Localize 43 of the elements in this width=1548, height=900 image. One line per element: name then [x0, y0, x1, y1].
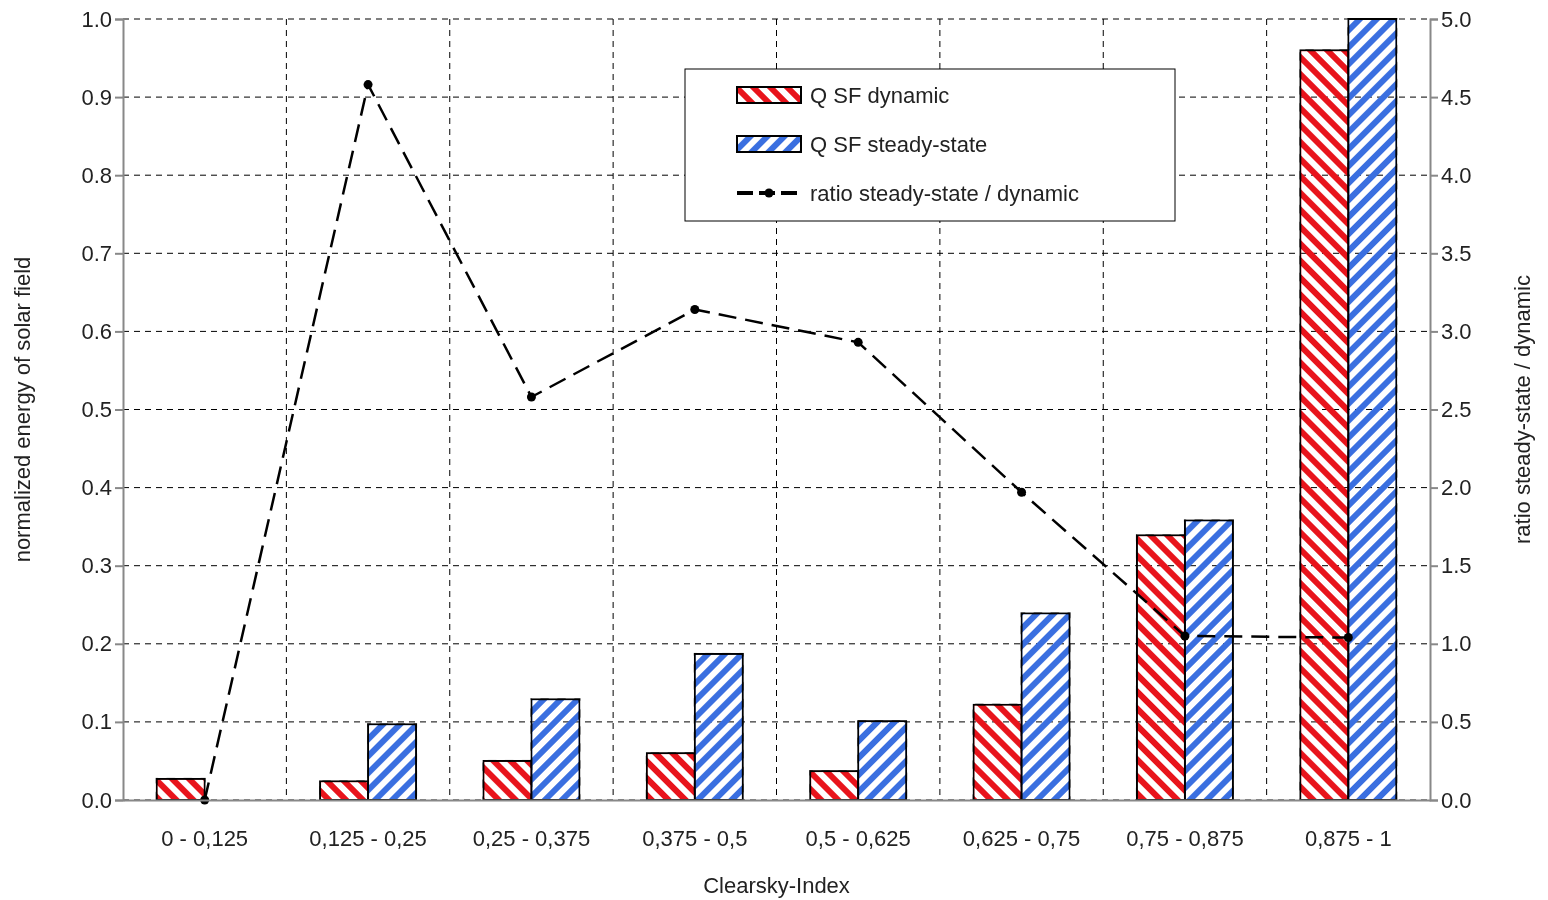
x-tick-label: 0,75 - 0,875: [1126, 825, 1244, 851]
x-tick-label: 0,125 - 0,25: [309, 825, 427, 851]
y-tick-label: 0.2: [81, 631, 112, 657]
point: [1017, 487, 1027, 497]
y2-tick-label: 3.0: [1441, 318, 1472, 344]
point: [1343, 633, 1353, 643]
y2-axis-title: ratio steady-state / dynamic: [1510, 274, 1535, 545]
x-tick-label: 0,875 - 1: [1304, 825, 1392, 851]
y-axis-title: normalized energy of solar field: [10, 256, 35, 563]
x-tick-label: 0,375 - 0,5: [642, 825, 748, 851]
y2-tick-label: 4.0: [1441, 162, 1472, 188]
y-tick-label: 0.5: [81, 397, 112, 423]
point: [1180, 631, 1190, 641]
legend-label: Q SF steady-state: [810, 132, 988, 157]
y-tick-label: 0.8: [81, 162, 112, 188]
y2-tick-label: 4.5: [1441, 84, 1472, 110]
x-axis-title: Clearsky-Index: [703, 873, 850, 898]
y-tick-label: 0.4: [81, 475, 112, 501]
y2-tick-label: 0.5: [1441, 709, 1472, 735]
y2-tick-label: 3.5: [1441, 240, 1472, 266]
legend-label: Q SF dynamic: [810, 83, 950, 108]
y-tick-label: 0.1: [81, 709, 112, 735]
point: [526, 392, 536, 402]
y-tick-label: 0.7: [81, 240, 112, 266]
y2-tick-label: 1.5: [1441, 553, 1472, 579]
x-tick-label: 0,625 - 0,75: [962, 825, 1081, 851]
x-tick-label: 0 - 0,125: [161, 825, 249, 851]
y-tick-label: 0.0: [81, 787, 112, 813]
point: [363, 80, 373, 90]
point: [853, 337, 863, 347]
legend-label: ratio steady-state / dynamic: [810, 181, 1080, 206]
y2-tick-label: 0.0: [1441, 787, 1472, 813]
x-tick-label: 0,25 - 0,375: [472, 825, 591, 851]
y2-tick-label: 2.5: [1441, 397, 1472, 423]
x-tick-label: 0,5 - 0,625: [805, 825, 911, 851]
y-tick-label: 1.0: [81, 6, 112, 32]
y2-tick-label: 2.0: [1441, 475, 1472, 501]
y2-tick-label: 5.0: [1441, 6, 1472, 32]
y2-tick-label: 1.0: [1441, 631, 1472, 657]
y-tick-label: 0.9: [81, 84, 112, 110]
point: [690, 305, 700, 315]
y-tick-label: 0.6: [81, 318, 112, 344]
y-tick-label: 0.3: [81, 553, 112, 579]
